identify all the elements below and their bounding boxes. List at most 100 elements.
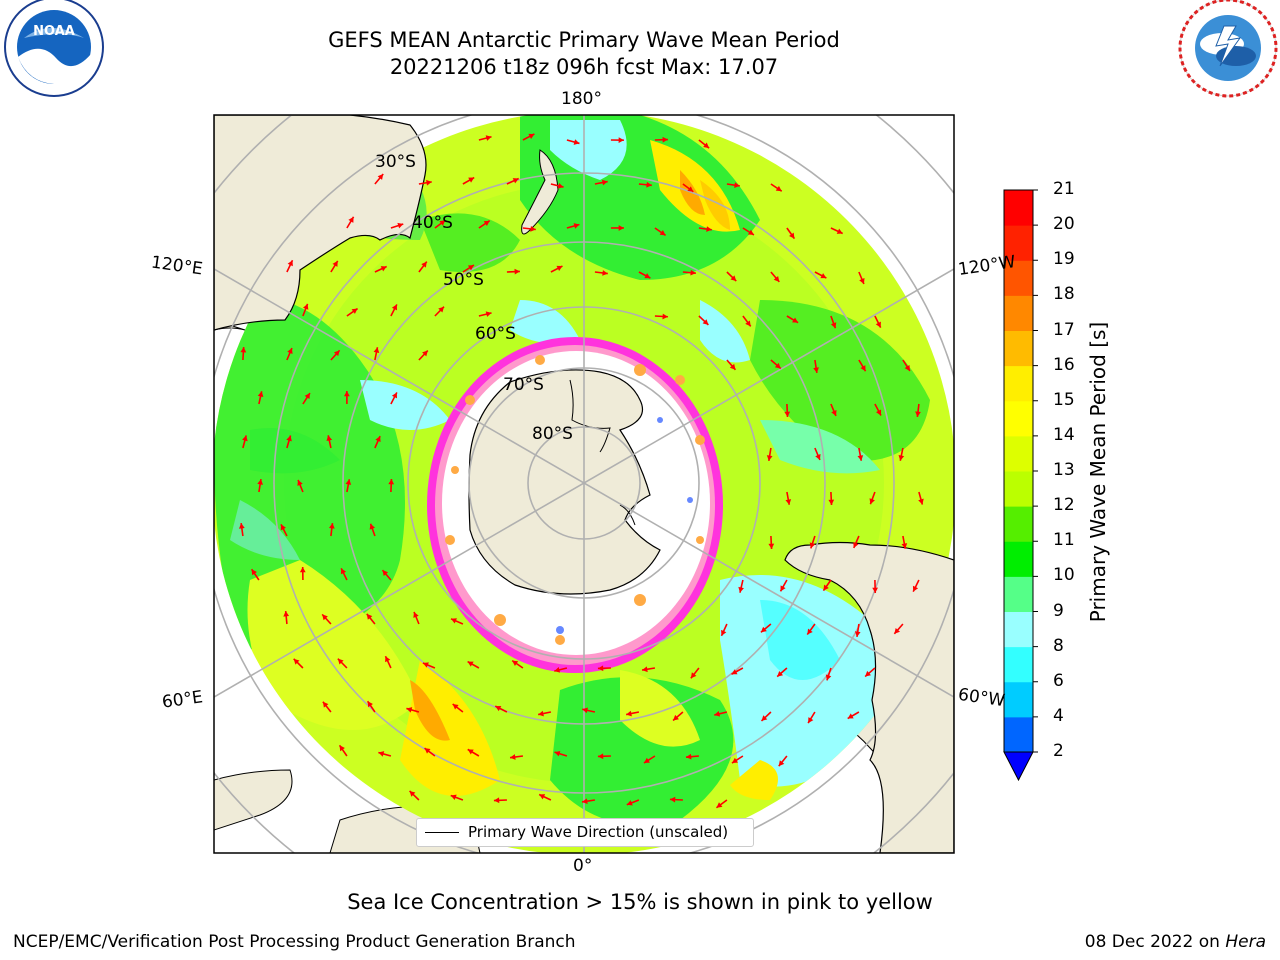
wave-arrow-head bbox=[729, 363, 736, 370]
wave-arrow-head bbox=[792, 317, 799, 323]
wave-arrow-head bbox=[280, 524, 286, 531]
wave-arrow-head bbox=[483, 220, 490, 227]
wave-arrow-head bbox=[875, 321, 881, 328]
graticule bbox=[214, 115, 954, 853]
wave-arrow-head bbox=[778, 760, 785, 767]
wave-arrow-head bbox=[413, 611, 419, 618]
wave-arrow-head bbox=[297, 479, 303, 486]
lat-label-70s: 70°S bbox=[503, 375, 544, 395]
colorbar-bin bbox=[1004, 260, 1033, 296]
wave-arrow-head bbox=[690, 672, 697, 679]
wave-arrow-head bbox=[493, 797, 500, 804]
colorbar-title: Primary Wave Mean Period [s] bbox=[1086, 321, 1110, 623]
nws-logo bbox=[1178, 0, 1278, 98]
wave-arrow-head bbox=[747, 229, 754, 235]
colorbar-tick-label: 20 bbox=[1053, 214, 1075, 235]
wave-arrow-head bbox=[539, 794, 546, 800]
wave-arrow-head bbox=[337, 658, 344, 665]
wave-arrow-head bbox=[780, 585, 786, 592]
wave-arrow-head bbox=[406, 707, 413, 713]
footer-credit: NCEP/EMC/Verification Post Processing Pr… bbox=[13, 932, 576, 952]
wave-arrow-head bbox=[366, 613, 373, 620]
wave-arrow-head bbox=[872, 587, 878, 593]
wave-arrow-head bbox=[745, 320, 751, 327]
wave-arrow-head bbox=[287, 348, 293, 354]
wave-arrow-head bbox=[377, 174, 384, 180]
wave-arrow-head bbox=[582, 798, 588, 805]
wave-arrow-head bbox=[815, 454, 821, 460]
wave-arrow-head bbox=[340, 568, 347, 575]
australia bbox=[214, 115, 427, 331]
footer-date-text: 08 Dec 2022 on bbox=[1084, 932, 1220, 952]
wave-arrow-head bbox=[328, 523, 335, 529]
wave-arrow-head bbox=[721, 629, 727, 636]
footer-date: 08 Dec 2022 on Hera bbox=[1085, 932, 1266, 952]
lat-label-50s: 50°S bbox=[443, 270, 484, 290]
wave-arrow-head bbox=[332, 260, 338, 267]
wave-arrow-head bbox=[421, 261, 427, 268]
wave-arrow-head bbox=[894, 627, 900, 634]
wave-arrow-head bbox=[573, 223, 580, 229]
map-legend: Primary Wave Direction (unscaled) bbox=[416, 818, 754, 847]
wave-arrow-head bbox=[344, 391, 350, 397]
legend-line-swatch bbox=[425, 832, 459, 833]
chart-subtitle: 20221206 t18z 096h fcst Max: 17.07 bbox=[389, 55, 779, 79]
wave-arrow-head bbox=[860, 365, 866, 372]
wave-arrow-head bbox=[467, 661, 474, 667]
wave-arrow-head bbox=[397, 222, 404, 229]
wave-arrow-head bbox=[409, 790, 416, 797]
colorbar-tick-label: 10 bbox=[1053, 565, 1075, 586]
wave-arrow-head bbox=[857, 455, 864, 461]
wave-arrow-head bbox=[467, 749, 474, 755]
lon-label-0: 0° bbox=[573, 856, 593, 876]
wave-arrow-head bbox=[538, 710, 544, 717]
lon-label-180: 180° bbox=[561, 89, 602, 109]
colorbar-bin bbox=[1004, 365, 1033, 402]
colorbar-bin bbox=[1004, 400, 1033, 437]
wave-arrow-head bbox=[777, 670, 784, 677]
wave-arrow-head bbox=[706, 226, 712, 232]
lat-label-40s: 40°S bbox=[412, 213, 453, 233]
wave-arrow-head bbox=[854, 631, 861, 637]
wave-arrow-head bbox=[662, 313, 668, 320]
colorbar-tick-label: 9 bbox=[1053, 600, 1064, 621]
wave-arrow-head bbox=[439, 220, 446, 226]
wave-arrow-head bbox=[573, 139, 580, 145]
wave-arrow-head bbox=[901, 543, 908, 549]
wave-arrow-head bbox=[774, 362, 781, 369]
noaa-logo-text: NOAA bbox=[33, 24, 75, 39]
wave-arrow-head bbox=[242, 435, 248, 442]
wave-arrow-head bbox=[646, 181, 652, 188]
wave-arrow-head bbox=[820, 273, 827, 279]
wave-arrow-head bbox=[391, 304, 398, 311]
chart-title: GEFS MEAN Antarctic Primary Wave Mean Pe… bbox=[328, 28, 840, 52]
wave-arrow-head bbox=[673, 714, 679, 721]
colorbar bbox=[1003, 189, 1038, 782]
wave-arrow-head bbox=[293, 658, 300, 665]
wave-arrow-head bbox=[286, 435, 292, 442]
wave-arrow-head bbox=[322, 701, 329, 708]
wave-arrow-head bbox=[714, 711, 721, 717]
colorbar-tick-label: 18 bbox=[1053, 284, 1075, 305]
colorbar-bin bbox=[1004, 576, 1033, 612]
wave-arrow-head bbox=[618, 225, 624, 231]
wave-arrow-head bbox=[789, 232, 795, 239]
wave-arrow-head bbox=[643, 757, 650, 764]
wave-arrow-head bbox=[601, 179, 608, 186]
wave-arrow-head bbox=[915, 411, 921, 417]
wave-arrow-head bbox=[348, 216, 354, 223]
wave-arrow-head bbox=[828, 499, 835, 505]
wave-arrow-head bbox=[422, 350, 428, 357]
colorbar-tick-label: 21 bbox=[1053, 179, 1075, 199]
wave-arrow-head bbox=[495, 705, 502, 712]
wave-arrow-head bbox=[642, 666, 648, 673]
wave-arrow-head bbox=[602, 270, 608, 276]
wave-arrow-head bbox=[512, 178, 519, 184]
wave-arrow-head bbox=[716, 802, 723, 808]
wave-arrow-head bbox=[369, 523, 376, 530]
wave-arrow-head bbox=[669, 796, 676, 803]
legend-label: Primary Wave Direction (unscaled) bbox=[468, 823, 729, 841]
wave-arrow-head bbox=[825, 674, 832, 681]
wave-arrow-head bbox=[556, 265, 563, 272]
wave-arrow-head bbox=[485, 135, 492, 141]
